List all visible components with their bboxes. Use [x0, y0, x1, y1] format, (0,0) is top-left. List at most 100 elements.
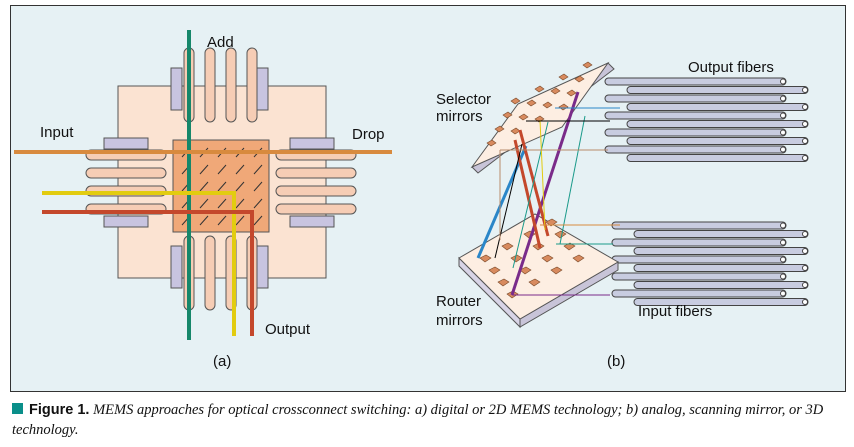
mirror-tick	[235, 198, 245, 209]
figure-caption: Figure 1. MEMS approaches for optical cr…	[12, 400, 842, 440]
fiber	[611, 238, 787, 247]
fiber-pad	[275, 167, 357, 179]
caption-text: MEMS approaches for optical crossconnect…	[12, 402, 824, 438]
selector-mirror	[574, 75, 585, 83]
mirror-tick	[199, 181, 209, 192]
selector-mirror	[534, 85, 545, 93]
selector-mirror	[526, 99, 537, 107]
router-mirror	[572, 254, 585, 263]
fiber-end	[780, 239, 786, 246]
router-mirror	[541, 254, 554, 263]
mirror-tick	[217, 181, 227, 192]
selector-mirror-cells	[486, 61, 593, 147]
fiber-end	[780, 273, 786, 280]
fiber	[633, 264, 809, 272]
router-mirror	[479, 254, 492, 263]
fiber-end	[780, 112, 786, 119]
mirror-tick	[199, 215, 209, 226]
diagram-a: Add Input Drop Output (a)	[14, 30, 392, 370]
selector-mirror	[502, 111, 513, 119]
mirror-tick	[253, 198, 263, 209]
fiber-pad	[225, 47, 237, 123]
fiber-end	[802, 87, 808, 93]
input-fibers	[611, 221, 809, 306]
selector-mirror	[582, 61, 593, 69]
connector-block	[103, 215, 149, 228]
selector-mirror	[566, 89, 577, 97]
label-output-fibers: Output fibers	[688, 59, 774, 76]
fiber-end	[802, 155, 808, 161]
fiber	[626, 103, 809, 111]
fiber	[626, 120, 809, 128]
fiber	[626, 86, 809, 94]
fiber	[604, 77, 787, 86]
diagram-b: Output fibers Selector mirrors Router mi…	[436, 59, 809, 370]
caption-bullet	[12, 403, 23, 414]
fiber	[633, 281, 809, 289]
fiber	[604, 128, 787, 137]
output-fibers	[604, 77, 809, 162]
router-mirror	[550, 266, 563, 275]
fiber-end	[802, 248, 808, 254]
selector-mirror	[486, 139, 497, 147]
router-mirror	[497, 278, 510, 287]
router-mirror	[501, 242, 514, 251]
fiber	[604, 111, 787, 120]
mirror-tick	[199, 164, 209, 175]
fiber-pad	[275, 203, 357, 215]
label-input-fibers: Input fibers	[638, 303, 712, 320]
input-output-path-red	[42, 210, 254, 336]
label-selector-mirrors-line2: mirrors	[436, 108, 483, 125]
fiber-end	[780, 290, 786, 297]
selector-mirror	[550, 87, 561, 95]
fiber-end	[802, 282, 808, 288]
connector-block	[289, 137, 335, 150]
caption-label: Figure 1.	[29, 402, 90, 418]
mirror-tick	[235, 181, 245, 192]
input-output-path-yellow	[42, 191, 236, 336]
label-add: Add	[207, 34, 234, 51]
selector-mirror	[542, 101, 553, 109]
fiber	[611, 255, 787, 264]
mirror-tick	[253, 164, 263, 175]
fiber	[633, 230, 809, 238]
selector-mirror	[494, 125, 505, 133]
label-input: Input	[40, 124, 74, 141]
connector-block	[170, 245, 183, 289]
fiber	[626, 154, 809, 162]
mirror-tick	[199, 198, 209, 209]
fiber	[611, 221, 787, 230]
connector-block	[289, 215, 335, 228]
router-mirror	[528, 278, 541, 287]
fiber-end	[802, 138, 808, 144]
fiber-pad	[85, 167, 167, 179]
fiber-end	[780, 78, 786, 85]
router-mirror-cells	[479, 218, 585, 299]
selector-mirror	[510, 97, 521, 105]
router-mirror	[554, 230, 567, 239]
fiber-end	[802, 231, 808, 237]
mirror-tick	[217, 215, 227, 226]
mirror-tick	[235, 215, 245, 226]
fiber-end	[802, 265, 808, 271]
label-drop: Drop	[352, 126, 385, 143]
fiber	[604, 145, 787, 154]
router-mirror	[488, 266, 501, 275]
right-pins	[275, 137, 357, 228]
connector-block	[103, 137, 149, 150]
fiber-end	[780, 222, 786, 229]
label-router-mirrors-line1: Router	[436, 293, 481, 310]
sublabel-a: (a)	[213, 353, 231, 370]
fiber-pad	[204, 235, 216, 311]
fiber-end	[802, 104, 808, 110]
fiber-end	[780, 256, 786, 263]
selector-mirror-plane	[470, 61, 615, 174]
mirror-tick	[253, 181, 263, 192]
selector-mirror	[558, 73, 569, 81]
connector-block	[170, 67, 183, 111]
label-output: Output	[265, 321, 311, 338]
mirror-tick	[217, 164, 227, 175]
mirror-tick	[235, 164, 245, 175]
mirror-tick	[217, 198, 227, 209]
